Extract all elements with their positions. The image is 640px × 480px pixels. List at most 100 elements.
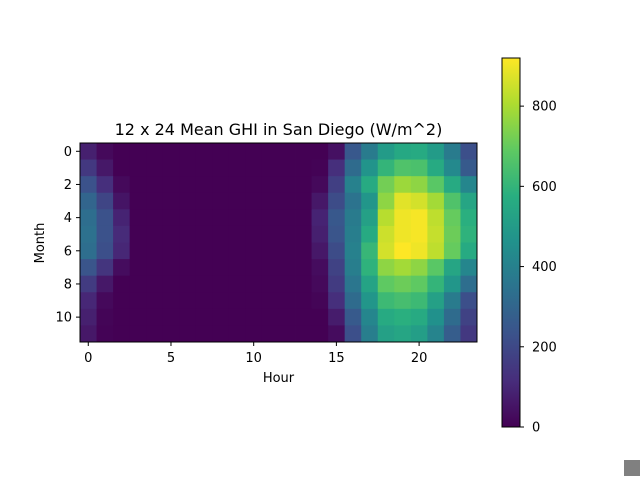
x-tick-label: 10 <box>245 351 262 366</box>
heatmap-cell <box>96 292 114 310</box>
heatmap-cell <box>460 242 478 260</box>
x-tick-label: 0 <box>84 351 92 366</box>
heatmap-cell <box>460 192 478 210</box>
heatmap-cell <box>377 325 395 343</box>
heatmap-cell <box>129 242 147 260</box>
heatmap-cell <box>394 209 412 227</box>
heatmap-cell <box>113 143 131 160</box>
heatmap-cell <box>113 242 131 260</box>
heatmap-cell <box>96 143 114 160</box>
heatmap-cell <box>427 275 445 293</box>
heatmap-cell <box>460 308 478 326</box>
heatmap-cell <box>410 192 428 210</box>
heatmap-cell <box>146 308 164 326</box>
heatmap-cell <box>278 275 296 293</box>
heatmap-cell <box>179 159 197 177</box>
heatmap-cell <box>427 292 445 310</box>
heatmap-cell <box>96 308 114 326</box>
heatmap-cell <box>96 259 114 277</box>
heatmap-cell <box>361 308 379 326</box>
heatmap-cell <box>261 275 279 293</box>
heatmap-cell <box>427 308 445 326</box>
heatmap-cell <box>195 209 213 227</box>
colorbar-tick-label: 600 <box>532 180 557 195</box>
colorbar <box>501 57 521 428</box>
heatmap-cell <box>278 143 296 160</box>
heatmap-cell <box>245 308 263 326</box>
heatmap-cell <box>344 292 362 310</box>
heatmap-cell <box>377 159 395 177</box>
heatmap-cell <box>228 192 246 210</box>
heatmap-cell <box>195 143 213 160</box>
heatmap-cell <box>328 292 346 310</box>
heatmap-cell <box>80 308 97 326</box>
heatmap-cell <box>162 292 180 310</box>
heatmap-cell <box>460 209 478 227</box>
heatmap-cell <box>344 176 362 194</box>
heatmap-cell <box>179 225 197 243</box>
heatmap-cell <box>195 308 213 326</box>
heatmap-cell <box>212 275 230 293</box>
heatmap-cell <box>295 209 312 227</box>
heatmap-cell <box>245 225 263 243</box>
heatmap-cell <box>146 209 164 227</box>
heatmap-cell <box>328 308 346 326</box>
heatmap-cell <box>212 225 230 243</box>
heatmap-cell <box>410 225 428 243</box>
heatmap-cell <box>377 292 395 310</box>
heatmap-cell <box>427 159 445 177</box>
heatmap-cell <box>228 325 246 343</box>
heatmap-cell <box>129 176 147 194</box>
heatmap-cell <box>129 275 147 293</box>
heatmap-cell <box>96 192 114 210</box>
heatmap-cell <box>261 176 279 194</box>
heatmap-cell <box>344 275 362 293</box>
heatmap-cell <box>377 259 395 277</box>
heatmap-cell <box>146 225 164 243</box>
heatmap-cell <box>427 259 445 277</box>
heatmap-cell <box>113 225 131 243</box>
heatmap-cell <box>377 209 395 227</box>
heatmap-cell <box>278 192 296 210</box>
heatmap-cell <box>377 275 395 293</box>
heatmap-cell <box>162 325 180 343</box>
heatmap-cell <box>443 259 461 277</box>
heatmap-cell <box>311 176 329 194</box>
heatmap-cell <box>377 225 395 243</box>
heatmap-cell <box>394 325 412 343</box>
heatmap-cell <box>328 176 346 194</box>
heatmap-cell <box>212 209 230 227</box>
heatmap-cell <box>394 275 412 293</box>
heatmap-cell <box>361 159 379 177</box>
heatmap-cell <box>410 209 428 227</box>
heatmap-cell <box>80 176 97 194</box>
y-tick-label: 2 <box>64 178 72 193</box>
heatmap-cell <box>80 143 97 160</box>
heatmap-cell <box>80 275 97 293</box>
heatmap-cell <box>328 259 346 277</box>
resize-grip[interactable] <box>624 460 640 476</box>
heatmap-cell <box>460 325 478 343</box>
heatmap-cell <box>344 259 362 277</box>
heatmap-cell <box>228 143 246 160</box>
heatmap-cell <box>179 143 197 160</box>
heatmap-cell <box>377 308 395 326</box>
heatmap-cell <box>129 159 147 177</box>
heatmap-cell <box>311 143 329 160</box>
heatmap-cell <box>245 143 263 160</box>
heatmap-cell <box>195 325 213 343</box>
heatmap-cell <box>361 259 379 277</box>
heatmap-cell <box>96 209 114 227</box>
heatmap-cell <box>427 192 445 210</box>
heatmap-cell <box>261 209 279 227</box>
heatmap-cell <box>394 176 412 194</box>
heatmap-cell <box>146 143 164 160</box>
heatmap-cell <box>80 192 97 210</box>
heatmap-cell <box>278 225 296 243</box>
heatmap-cell <box>361 275 379 293</box>
heatmap-cell <box>460 259 478 277</box>
heatmap-cell <box>195 225 213 243</box>
heatmap-cell <box>195 275 213 293</box>
heatmap-cell <box>162 192 180 210</box>
